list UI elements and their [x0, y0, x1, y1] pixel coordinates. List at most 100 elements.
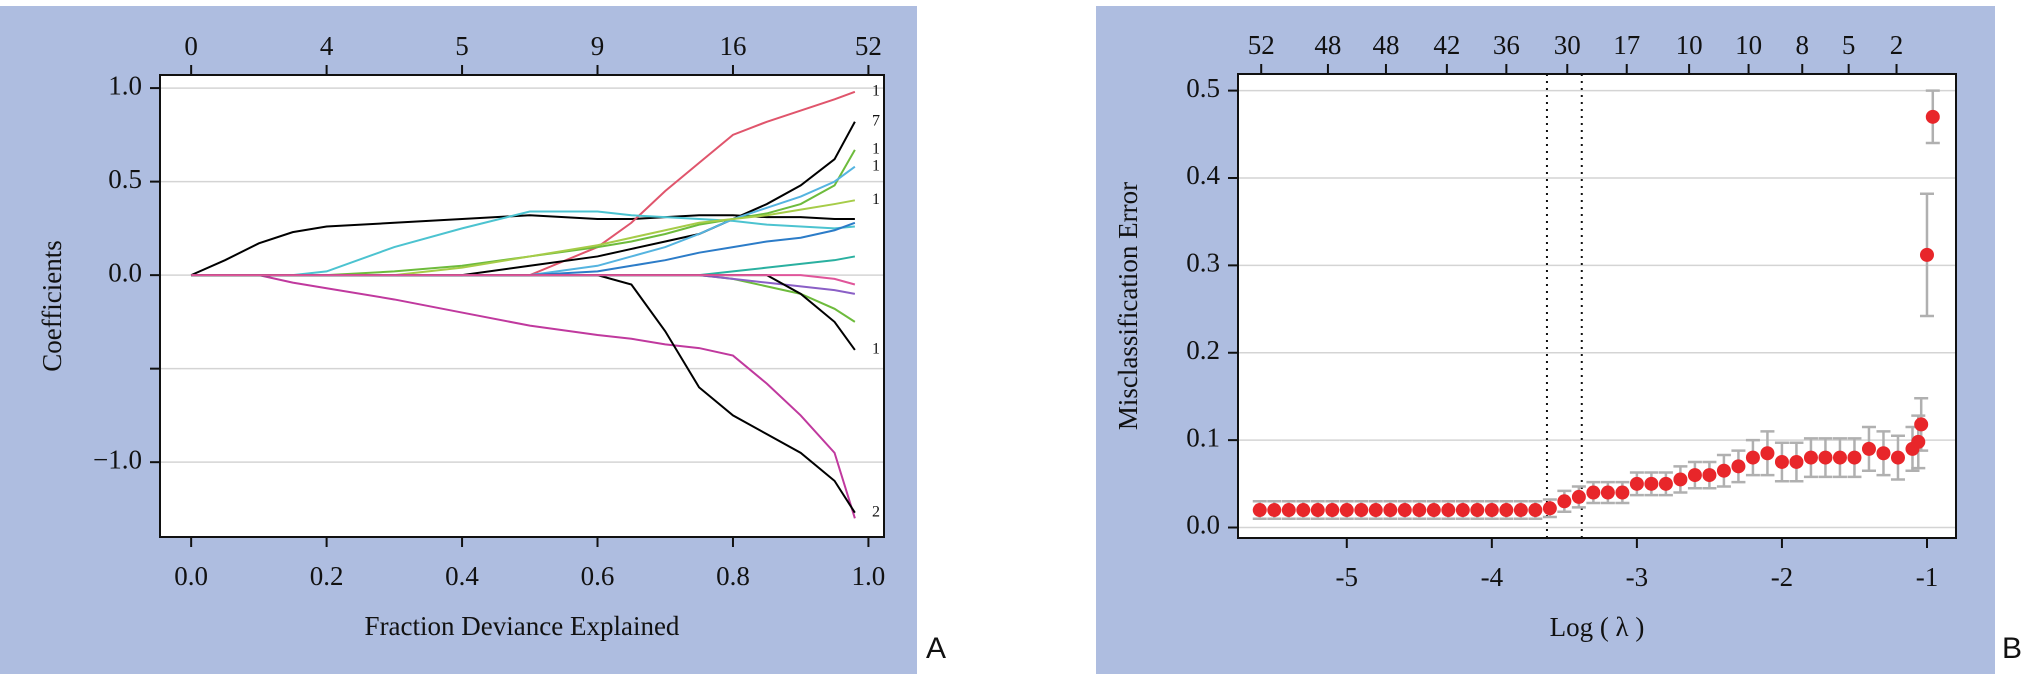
data-point — [1252, 503, 1267, 518]
x-tick-label: 0.6 — [581, 561, 615, 591]
y-tick-label: −1.0 — [93, 444, 142, 474]
panel-letter: B — [2002, 632, 2022, 665]
data-point — [1847, 450, 1862, 465]
data-point — [1644, 476, 1659, 491]
y-axis-title: Misclassification Error — [1113, 182, 1143, 430]
data-point — [1818, 450, 1833, 465]
data-point — [1325, 503, 1340, 518]
top-tick-label: 2 — [1890, 30, 1904, 60]
data-point — [1832, 450, 1847, 465]
data-point — [1339, 503, 1354, 518]
data-point — [1716, 463, 1731, 478]
path-end-label: 1 — [872, 83, 880, 100]
x-tick-label: -1 — [1916, 562, 1939, 592]
top-tick-label: 52 — [855, 31, 882, 61]
data-point — [1890, 450, 1905, 465]
top-tick-label: 52 — [1248, 30, 1275, 60]
data-point — [1484, 503, 1499, 518]
x-tick-label: 0.2 — [310, 561, 344, 591]
data-point — [1368, 503, 1383, 518]
data-point — [1455, 503, 1470, 518]
data-point — [1412, 503, 1427, 518]
top-tick-label: 5 — [1842, 30, 1856, 60]
top-tick-label: 16 — [719, 31, 746, 61]
data-point — [1914, 417, 1929, 432]
data-point — [1499, 503, 1514, 518]
top-tick-label: 36 — [1493, 30, 1520, 60]
data-point — [1571, 489, 1586, 504]
y-tick-label: 0.2 — [1186, 335, 1220, 365]
x-tick-label: 0.4 — [445, 561, 479, 591]
data-point — [1731, 459, 1746, 474]
x-tick-label: 0.8 — [716, 561, 750, 591]
data-point — [1687, 468, 1702, 483]
data-point — [1745, 450, 1760, 465]
top-tick-label: 10 — [1735, 30, 1762, 60]
data-point — [1925, 109, 1940, 124]
data-point — [1441, 503, 1456, 518]
data-point — [1310, 503, 1325, 518]
data-point — [1861, 441, 1876, 456]
data-point — [1354, 503, 1369, 518]
data-point — [1911, 434, 1926, 449]
top-tick-label: 10 — [1676, 30, 1703, 60]
top-tick-label: 0 — [184, 31, 198, 61]
plot-area — [1237, 73, 1957, 539]
data-point — [1267, 503, 1282, 518]
top-tick-label: 4 — [320, 31, 334, 61]
coefficient-path — [191, 274, 856, 519]
top-tick-label: 8 — [1795, 30, 1809, 60]
plot-area — [159, 74, 885, 538]
x-tick-label: -2 — [1771, 562, 1794, 592]
top-tick-label: 48 — [1372, 30, 1399, 60]
data-point — [1919, 247, 1934, 262]
y-tick-label: 0.0 — [1186, 510, 1220, 540]
path-end-label: 1 — [872, 140, 880, 157]
data-point — [1383, 503, 1398, 518]
y-axis-title: Coefficients — [37, 240, 67, 371]
data-point — [1513, 503, 1528, 518]
data-point — [1557, 494, 1572, 509]
path-end-label: 7 — [872, 112, 880, 129]
y-tick-label: 0.3 — [1186, 248, 1220, 278]
data-point — [1542, 501, 1557, 516]
path-end-label: 1 — [872, 191, 880, 208]
data-point — [1281, 503, 1296, 518]
path-end-label: 1 — [872, 157, 880, 174]
data-point — [1586, 485, 1601, 500]
y-tick-label: 0.5 — [1186, 73, 1220, 103]
coefficient-path — [191, 274, 856, 286]
y-tick-label: 0.1 — [1186, 422, 1220, 452]
data-point — [1702, 468, 1717, 483]
data-point — [1876, 446, 1891, 461]
x-tick-label: -3 — [1626, 562, 1649, 592]
y-tick-label: 0.4 — [1186, 160, 1220, 190]
y-tick-label: 0.0 — [108, 257, 142, 287]
top-tick-label: 9 — [591, 31, 605, 61]
x-axis-title: Log ( λ ) — [1550, 612, 1645, 642]
data-point — [1528, 503, 1543, 518]
x-tick-label: 0.0 — [174, 561, 208, 591]
y-tick-label: 1.0 — [108, 70, 142, 100]
data-point — [1615, 485, 1630, 500]
data-point — [1426, 503, 1441, 518]
top-tick-label: 30 — [1554, 30, 1581, 60]
top-tick-label: 48 — [1314, 30, 1341, 60]
x-tick-label: -5 — [1336, 562, 1359, 592]
data-point — [1803, 450, 1818, 465]
panel-letter: A — [926, 632, 946, 665]
x-tick-label: -4 — [1481, 562, 1504, 592]
data-point — [1774, 454, 1789, 469]
data-point — [1629, 476, 1644, 491]
path-end-label: 1 — [872, 341, 880, 358]
path-end-label: 2 — [872, 503, 880, 520]
data-point — [1600, 485, 1615, 500]
data-point — [1397, 503, 1412, 518]
y-tick-label: 0.5 — [108, 164, 142, 194]
data-point — [1760, 446, 1775, 461]
data-point — [1658, 476, 1673, 491]
data-point — [1296, 503, 1311, 518]
top-tick-label: 17 — [1613, 30, 1640, 60]
top-tick-label: 42 — [1433, 30, 1460, 60]
